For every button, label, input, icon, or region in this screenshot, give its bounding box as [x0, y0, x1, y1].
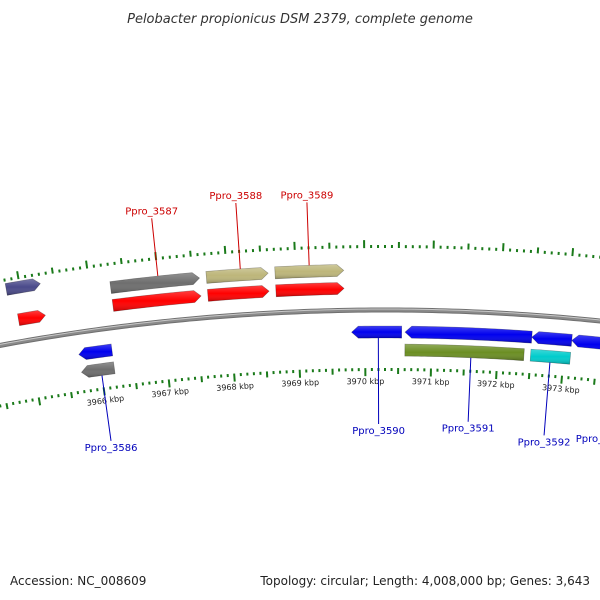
backbone-arc-highlight: [0, 308, 600, 345]
inner-scale-tick: [37, 397, 42, 406]
gene-feature-shading: [5, 278, 41, 296]
gene-leader-line: [235, 202, 241, 269]
gene-feature-shading: [81, 361, 116, 378]
inner-scale-tick: [0, 404, 2, 408]
inner-scale-tick: [167, 379, 171, 388]
inner-scale-tick: [18, 400, 21, 404]
gene-feature-shading: [351, 326, 402, 339]
outer-scale-tick: [23, 274, 27, 279]
gene-leader-line: [306, 202, 310, 266]
gene-feature-shading: [275, 282, 345, 297]
gene-feature-shading: [405, 326, 533, 344]
inner-scale-tick: [233, 373, 236, 382]
scale-ticks-layer: 3966 kbp 3967 kbp 3968 kbp 3969 kbp 3970 kbp…: [0, 240, 600, 410]
gene-feature-shading: [571, 335, 600, 350]
gene-leader-line: [151, 218, 159, 277]
gene-feature-shading: [78, 343, 113, 360]
inner-scale-tick: [44, 396, 47, 400]
inner-scale-tick: [593, 378, 596, 385]
accession-text: Accession: NC_008609: [10, 574, 147, 588]
inner-scale-tick: [11, 401, 15, 406]
gene-label[interactable]: Ppro_3591: [442, 424, 495, 435]
scale-label: 3968 kbp: [216, 381, 254, 393]
outer-scale-tick: [10, 277, 13, 281]
gene-feature-shading: [207, 285, 270, 302]
outer-scale-tick: [16, 271, 20, 280]
backbone-arc: [0, 308, 600, 347]
outer-scale-tick: [189, 250, 192, 257]
outer-scale-tick: [223, 245, 227, 254]
scale-label: 3972 kbp: [477, 379, 515, 390]
outer-scale-tick: [571, 248, 575, 257]
inner-scale-tick: [560, 375, 564, 384]
scale-label: 3970 kbp: [347, 377, 385, 386]
gene-leader-line: [101, 375, 112, 441]
topology-summary: Topology: circular; Length: 4,008,000 bp…: [260, 574, 590, 588]
gene-feature-shading: [530, 349, 571, 365]
gene-label[interactable]: Ppro_3593: [576, 434, 600, 445]
gene-feature-shading: [205, 267, 269, 284]
gene-label[interactable]: Ppro_3588: [209, 191, 262, 202]
outer-scale-tick: [3, 278, 6, 282]
gene-feature-shading: [404, 344, 525, 361]
gene-feature-shading: [109, 272, 200, 294]
gene-feature-shading: [17, 310, 46, 326]
inner-scale-tick: [70, 391, 74, 399]
gene-label[interactable]: Ppro_3587: [125, 206, 178, 217]
gene-label[interactable]: Ppro_3586: [85, 443, 138, 454]
gene-labels-layer: Ppro_3586 Ppro_3587 Ppro_3588 Ppro_3589 Ppro…: [85, 190, 600, 454]
gene-features-layer: [4, 264, 600, 378]
inner-scale-tick: [31, 398, 34, 402]
gene-label[interactable]: Ppro_3589: [281, 190, 334, 201]
scale-label: 3971 kbp: [412, 377, 450, 387]
outer-scale-tick: [119, 257, 123, 265]
gene-label[interactable]: Ppro_3592: [518, 437, 571, 448]
gene-feature-shading: [112, 290, 202, 312]
inner-scale-tick: [24, 399, 28, 403]
scale-label: 3967 kbp: [151, 386, 189, 399]
scale-label: 3973 kbp: [542, 383, 580, 395]
inner-scale-tick: [135, 383, 138, 390]
outer-scale-tick: [50, 267, 54, 274]
outer-scale-tick: [85, 260, 89, 269]
gene-feature-shading: [531, 331, 573, 347]
genome-backbone-layer: [0, 307, 600, 348]
inner-scale-tick: [200, 376, 203, 383]
inner-scale-tick: [5, 403, 9, 410]
gene-leader-line: [543, 362, 551, 436]
gene-label[interactable]: Ppro_3590: [352, 426, 405, 437]
map-title: Pelobacter propionicus DSM 2379, complet…: [127, 12, 473, 27]
scale-label: 3969 kbp: [281, 378, 319, 389]
gene-leader-line: [467, 357, 472, 422]
gene-feature-shading: [274, 264, 344, 279]
